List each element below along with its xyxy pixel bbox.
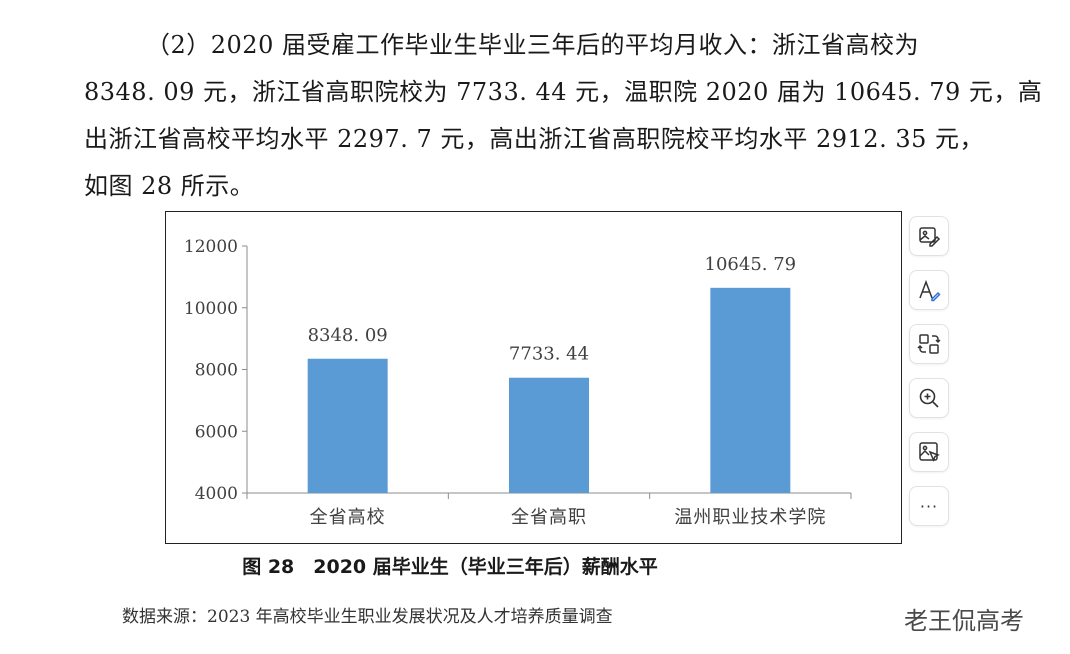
body-paragraph: （2）2020 届受雇工作毕业生毕业三年后的平均月收入：浙江省高校为 8348.…	[84, 22, 1043, 210]
bar	[307, 358, 388, 493]
data-label: 7733. 44	[509, 344, 589, 365]
paragraph-line: （2）2020 届受雇工作毕业生毕业三年后的平均月收入：浙江省高校为	[146, 31, 919, 59]
paragraph-line: 8348. 09 元，浙江省高职院校为 7733. 44 元，温职院 2020 …	[84, 78, 1043, 106]
text-edit-button[interactable]	[909, 270, 949, 310]
y-tick-label: 6000	[195, 422, 238, 442]
watermark: 老王侃高考	[904, 607, 1024, 635]
x-tick-label: 全省高职	[511, 507, 587, 528]
x-tick-label: 温州职业技术学院	[674, 507, 826, 528]
y-tick-label: 8000	[195, 361, 238, 381]
replace-icon	[917, 334, 941, 354]
zoom-in-icon	[919, 388, 939, 408]
figure-caption-text: 图 28 2020 届毕业生（毕业三年后）薪酬水平	[242, 556, 658, 578]
replace-image-button[interactable]	[909, 324, 949, 364]
y-tick-label: 10000	[184, 299, 238, 319]
image-edit-icon	[919, 227, 941, 247]
more-options-button[interactable]: ···	[909, 486, 949, 526]
y-tick-label: 4000	[195, 484, 238, 504]
x-tick-label: 全省高校	[310, 507, 386, 528]
text-edit-icon	[919, 279, 941, 302]
bar	[710, 287, 791, 493]
paragraph-line: 出浙江省高校平均水平 2297. 7 元，高出浙江省高职院校平均水平 2912.…	[84, 125, 984, 153]
bar-chart: 4000 6000 8000 10000 12000 8348. 09 全省高校 7733. …	[184, 237, 852, 528]
data-label: 10645. 79	[705, 254, 797, 275]
paragraph-line: 如图 28 所示。	[84, 172, 255, 200]
figure-caption: 图 28 2020 届毕业生（毕业三年后）薪酬水平	[0, 552, 1070, 579]
zoom-in-button[interactable]	[909, 378, 949, 418]
chart-image[interactable]: 4000 6000 8000 10000 12000 8348. 09 全省高校 7733. …	[165, 211, 902, 544]
bar	[509, 377, 589, 493]
image-select-icon	[919, 442, 940, 462]
image-toolbar: ···	[909, 216, 951, 540]
image-edit-button[interactable]	[909, 216, 949, 256]
image-select-button[interactable]	[909, 432, 949, 472]
data-source-note: 数据来源：2023 年高校毕业生职业发展状况及人才培养质量调查	[122, 607, 613, 627]
data-label: 8348. 09	[308, 325, 388, 346]
y-tick-label: 12000	[184, 237, 238, 257]
more-icon: ···	[919, 496, 939, 516]
